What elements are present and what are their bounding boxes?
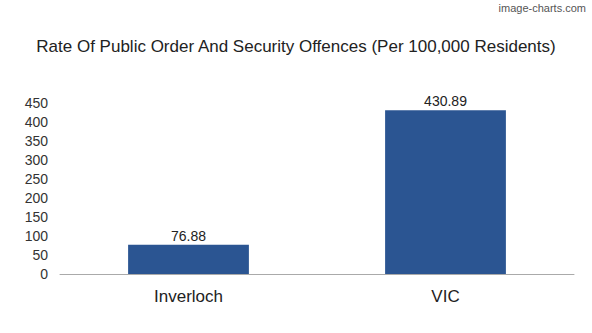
svg-text:Inverloch: Inverloch (154, 287, 223, 306)
svg-text:400: 400 (25, 114, 49, 130)
svg-text:VIC: VIC (431, 287, 459, 306)
svg-text:430.89: 430.89 (424, 93, 467, 109)
svg-text:50: 50 (32, 247, 48, 263)
svg-text:0: 0 (40, 266, 48, 282)
svg-text:450: 450 (25, 95, 49, 111)
svg-text:350: 350 (25, 133, 49, 149)
svg-text:image-charts.com: image-charts.com (499, 2, 586, 14)
svg-text:Rate Of Public Order And Secur: Rate Of Public Order And Security Offenc… (36, 37, 555, 56)
svg-text:100: 100 (25, 228, 49, 244)
svg-text:150: 150 (25, 209, 49, 225)
svg-text:76.88: 76.88 (171, 228, 206, 244)
svg-text:200: 200 (25, 190, 49, 206)
svg-text:250: 250 (25, 171, 49, 187)
svg-text:300: 300 (25, 152, 49, 168)
